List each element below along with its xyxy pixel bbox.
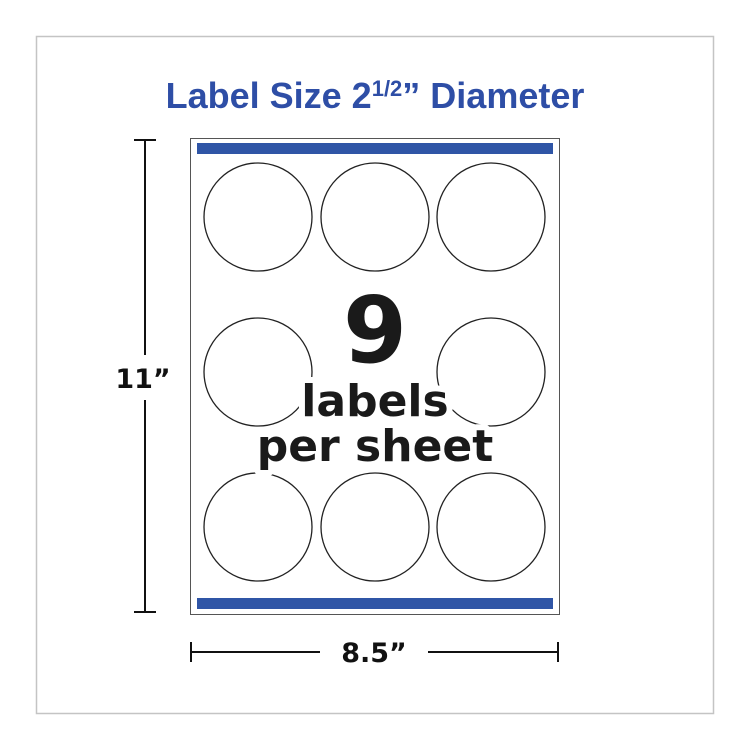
title: Label Size 21/2” Diameter (166, 75, 585, 116)
label-sheet (190, 138, 560, 615)
sheet-top-bar (197, 143, 553, 154)
label-circle (320, 472, 430, 582)
height-label: 11” (115, 364, 170, 395)
label-circles (203, 162, 546, 582)
labels-count: 9 (343, 277, 407, 384)
label-circle (203, 317, 313, 427)
label-circle (436, 472, 546, 582)
labels-text: labels (301, 376, 448, 427)
label-circle (320, 162, 430, 272)
label-circle (203, 472, 313, 582)
width-label: 8.5” (341, 638, 407, 669)
sheet-bottom-bar (197, 598, 553, 609)
label-circle (203, 162, 313, 272)
width-dimension-line (190, 642, 559, 662)
per-sheet-text: per sheet (257, 421, 494, 472)
label-circle (436, 317, 546, 427)
label-circle (436, 162, 546, 272)
height-dimension-line (134, 139, 156, 613)
